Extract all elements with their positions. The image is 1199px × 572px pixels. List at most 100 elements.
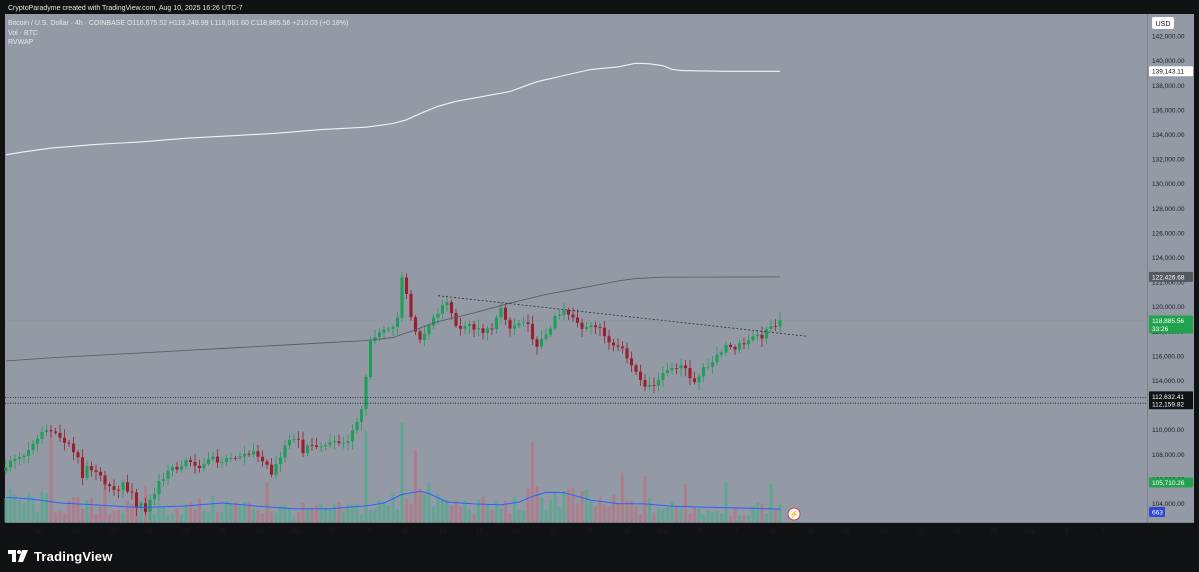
- candle: [157, 474, 161, 502]
- replay-marker[interactable]: ⚡: [787, 507, 801, 521]
- x-tick-label: 10: [35, 528, 43, 535]
- candle: [598, 323, 602, 337]
- volume-bar: [4, 498, 8, 522]
- candle: [197, 459, 202, 473]
- volume-bar: [233, 502, 238, 522]
- resistance-trendline[interactable]: [437, 295, 808, 337]
- volume-bar: [490, 509, 494, 522]
- rvwap-indicator-legend[interactable]: RVWAP: [8, 39, 34, 46]
- candle: [728, 342, 733, 350]
- candle: [251, 443, 256, 458]
- volume-bar: [107, 514, 112, 522]
- candle: [769, 318, 773, 333]
- volume-bar: [400, 423, 404, 522]
- volume-bar: [584, 489, 589, 522]
- candle: [593, 321, 598, 335]
- candle: [440, 300, 445, 320]
- volume-bar: [427, 481, 431, 522]
- candle: [40, 426, 44, 444]
- x-tick-label: 19: [512, 528, 520, 535]
- candle: [269, 458, 274, 478]
- volume-bar: [643, 476, 647, 522]
- candle: [107, 482, 112, 493]
- candle: [292, 433, 296, 443]
- candle: [49, 424, 53, 438]
- rvwap-upper-band: [5, 62, 780, 156]
- price-label-vwap-lower: 105,710.26: [1149, 477, 1193, 488]
- candle: [4, 459, 8, 475]
- y-tick-label: 130,000.00: [1152, 181, 1185, 188]
- candle: [323, 442, 328, 451]
- candle: [553, 313, 557, 331]
- volume-bar: [418, 488, 422, 522]
- tradingview-logo-icon: [8, 550, 28, 562]
- x-tick-label: 7: [1101, 528, 1105, 535]
- candle: [314, 437, 319, 450]
- volume-bar: [679, 505, 683, 522]
- volume-bar: [179, 514, 184, 522]
- volume-bar: [53, 512, 58, 522]
- candle: [188, 456, 193, 467]
- candle: [688, 360, 692, 386]
- y-tick-label: 142,000.00: [1152, 34, 1185, 41]
- volume-bar: [260, 513, 265, 522]
- x-tick-label: 16: [476, 528, 484, 535]
- volume-bar: [323, 508, 328, 522]
- volume-bar: [494, 501, 499, 522]
- candle: [422, 325, 427, 347]
- volume-bar: [544, 509, 548, 522]
- candle: [539, 330, 544, 349]
- tradingview-brand[interactable]: TradingView: [8, 546, 113, 566]
- symbol-line[interactable]: Bitcoin / U.S. Dollar · 4h · COINBASE O1…: [8, 20, 349, 27]
- candle: [409, 289, 413, 321]
- candle: [44, 424, 49, 436]
- candle: [629, 351, 634, 373]
- y-tick-label: 116,000.00: [1152, 353, 1184, 360]
- x-tick-label: 25: [219, 528, 227, 535]
- volume-bar: [602, 504, 607, 522]
- y-tick-label: 140,000.00: [1152, 58, 1185, 65]
- y-tick-label: 110,000.00: [1152, 427, 1184, 434]
- volume-bar: [431, 506, 436, 522]
- volume-bar: [449, 505, 454, 522]
- candle: [665, 362, 670, 377]
- candle: [76, 449, 80, 464]
- volume-bar: [229, 503, 233, 522]
- volume-bar: [634, 506, 638, 522]
- y-tick-label: 132,000.00: [1152, 157, 1185, 164]
- candle: [490, 323, 494, 335]
- volume-bar: [125, 501, 130, 522]
- volume-bar: [49, 434, 53, 522]
- volume-bar: [760, 503, 764, 522]
- candle: [566, 307, 571, 321]
- candle: [557, 310, 562, 320]
- candle: [467, 320, 472, 335]
- volume-bar: [220, 512, 224, 522]
- candle: [548, 325, 553, 338]
- volume-bar: [616, 502, 620, 522]
- svg-text:33:26: 33:26: [1152, 326, 1169, 333]
- volume-bar: [395, 509, 400, 522]
- volume-bar: [332, 503, 337, 522]
- volume-indicator-legend[interactable]: Vol · BTC: [8, 30, 38, 37]
- candle: [220, 457, 224, 468]
- volume-bar: [598, 496, 602, 522]
- plot-background: [5, 14, 1194, 522]
- candle: [170, 464, 175, 477]
- price-label-level: 112,632.41: [1149, 391, 1193, 402]
- candle: [773, 319, 778, 332]
- volume-bar: [35, 511, 40, 522]
- usd-label[interactable]: USD: [1152, 17, 1174, 29]
- candle: [31, 439, 35, 455]
- candle: [355, 418, 359, 433]
- y-tick-label: 124,000.00: [1152, 255, 1185, 262]
- volume-bar: [202, 510, 206, 522]
- volume-bar: [346, 504, 350, 522]
- candle: [674, 363, 679, 375]
- volume-bar: [278, 506, 283, 522]
- volume-bar: [310, 507, 314, 522]
- volume-bar: [251, 509, 256, 522]
- candle: [737, 339, 742, 353]
- candle: [193, 453, 197, 474]
